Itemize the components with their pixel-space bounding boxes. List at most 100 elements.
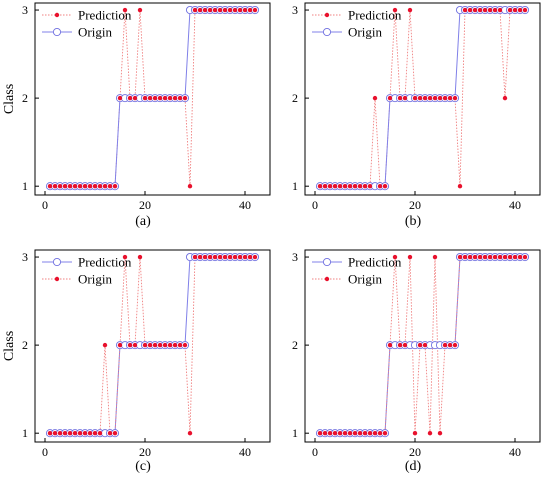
data-point-origin <box>247 254 253 260</box>
legend-label: Origin <box>348 25 382 40</box>
data-point-origin <box>167 342 173 348</box>
data-point-prediction <box>122 7 128 13</box>
data-point-origin <box>72 430 78 436</box>
panel-a: 0 20 40 1 2 3 Class (a) Prediction Origin <box>2 2 271 229</box>
data-point-prediction <box>402 95 408 101</box>
data-point-prediction <box>412 95 418 101</box>
data-point-origin <box>177 342 183 348</box>
data-point-prediction <box>512 7 518 13</box>
legend-marker <box>324 276 330 282</box>
data-point-origin <box>407 254 413 260</box>
data-point-origin <box>77 430 83 436</box>
data-point-prediction <box>107 183 113 189</box>
legend-marker <box>322 257 332 267</box>
x-tick-label: 0 <box>312 445 318 459</box>
data-point-prediction <box>247 7 253 13</box>
data-point-prediction <box>192 7 198 13</box>
data-point-prediction <box>522 7 528 13</box>
data-point-prediction <box>112 183 118 189</box>
data-point-prediction <box>147 95 153 101</box>
data-point-prediction <box>382 183 388 189</box>
y-tick-label: 2 <box>22 91 28 105</box>
data-point-origin <box>392 254 398 260</box>
data-point-prediction <box>252 7 258 13</box>
data-point-prediction <box>182 95 188 101</box>
panel-label: (b) <box>405 214 422 229</box>
data-point-prediction <box>422 95 428 101</box>
data-point-origin <box>492 254 498 260</box>
y-axis-label: Class <box>2 331 17 361</box>
data-point-prediction <box>102 183 108 189</box>
y-tick-label: 3 <box>22 250 28 264</box>
x-tick-label: 40 <box>509 445 521 459</box>
data-point-origin <box>57 430 63 436</box>
data-point-prediction <box>337 183 343 189</box>
x-tick-label: 20 <box>409 445 421 459</box>
data-point-origin <box>417 342 423 348</box>
data-point-prediction <box>367 183 373 189</box>
data-point-origin <box>467 254 473 260</box>
panel-d: 0 20 40 1 2 3 (d) Prediction Origin <box>292 249 541 474</box>
plot-frame <box>304 2 541 196</box>
data-point-prediction <box>47 183 53 189</box>
x-tick-label: 0 <box>42 198 48 212</box>
data-point-origin <box>162 342 168 348</box>
data-point-prediction <box>137 7 143 13</box>
data-point-prediction <box>407 7 413 13</box>
data-point-origin <box>447 342 453 348</box>
data-point-origin <box>112 430 118 436</box>
data-point-prediction <box>502 95 508 101</box>
data-point-prediction <box>477 7 483 13</box>
data-point-origin <box>147 342 153 348</box>
data-point-prediction <box>212 7 218 13</box>
data-point-prediction <box>432 95 438 101</box>
data-point-prediction <box>242 7 248 13</box>
data-point-origin <box>127 342 133 348</box>
y-tick-label: 3 <box>292 3 298 17</box>
data-point-origin <box>242 254 248 260</box>
data-point-origin <box>332 430 338 436</box>
data-point-origin <box>227 254 233 260</box>
legend-label: Prediction <box>78 8 132 23</box>
data-point-origin <box>517 254 523 260</box>
data-point-prediction <box>57 183 63 189</box>
data-point-prediction <box>437 95 443 101</box>
data-point-prediction <box>72 183 78 189</box>
data-point-origin <box>117 342 123 348</box>
plot-frame <box>304 249 541 443</box>
panel-label: (a) <box>135 214 151 229</box>
data-point-prediction <box>332 183 338 189</box>
data-point-prediction <box>452 95 458 101</box>
data-point-prediction <box>117 95 123 101</box>
data-point-origin <box>237 254 243 260</box>
data-point-prediction <box>167 95 173 101</box>
y-tick-label: 1 <box>22 426 28 440</box>
data-point-origin <box>457 254 463 260</box>
data-point-origin <box>157 342 163 348</box>
data-point-prediction <box>387 95 393 101</box>
data-point-prediction <box>397 95 403 101</box>
data-point-origin <box>372 430 378 436</box>
data-point-prediction <box>162 95 168 101</box>
x-tick-label: 40 <box>239 198 251 212</box>
data-point-origin <box>92 430 98 436</box>
data-point-origin <box>472 254 478 260</box>
data-point-prediction <box>357 183 363 189</box>
data-point-origin <box>377 430 383 436</box>
y-axis-label: Class <box>2 84 17 114</box>
legend-marker <box>324 12 330 18</box>
data-point-prediction <box>517 7 523 13</box>
y-tick-label: 1 <box>22 179 28 193</box>
data-point-prediction <box>472 7 478 13</box>
data-point-origin <box>327 430 333 436</box>
data-point-origin <box>122 254 128 260</box>
data-point-origin <box>322 430 328 436</box>
data-point-prediction <box>417 95 423 101</box>
data-point-prediction <box>217 7 223 13</box>
data-point-prediction <box>507 7 513 13</box>
data-point-origin <box>197 254 203 260</box>
data-point-prediction <box>202 7 208 13</box>
data-point-origin <box>142 342 148 348</box>
data-point-prediction <box>207 7 213 13</box>
